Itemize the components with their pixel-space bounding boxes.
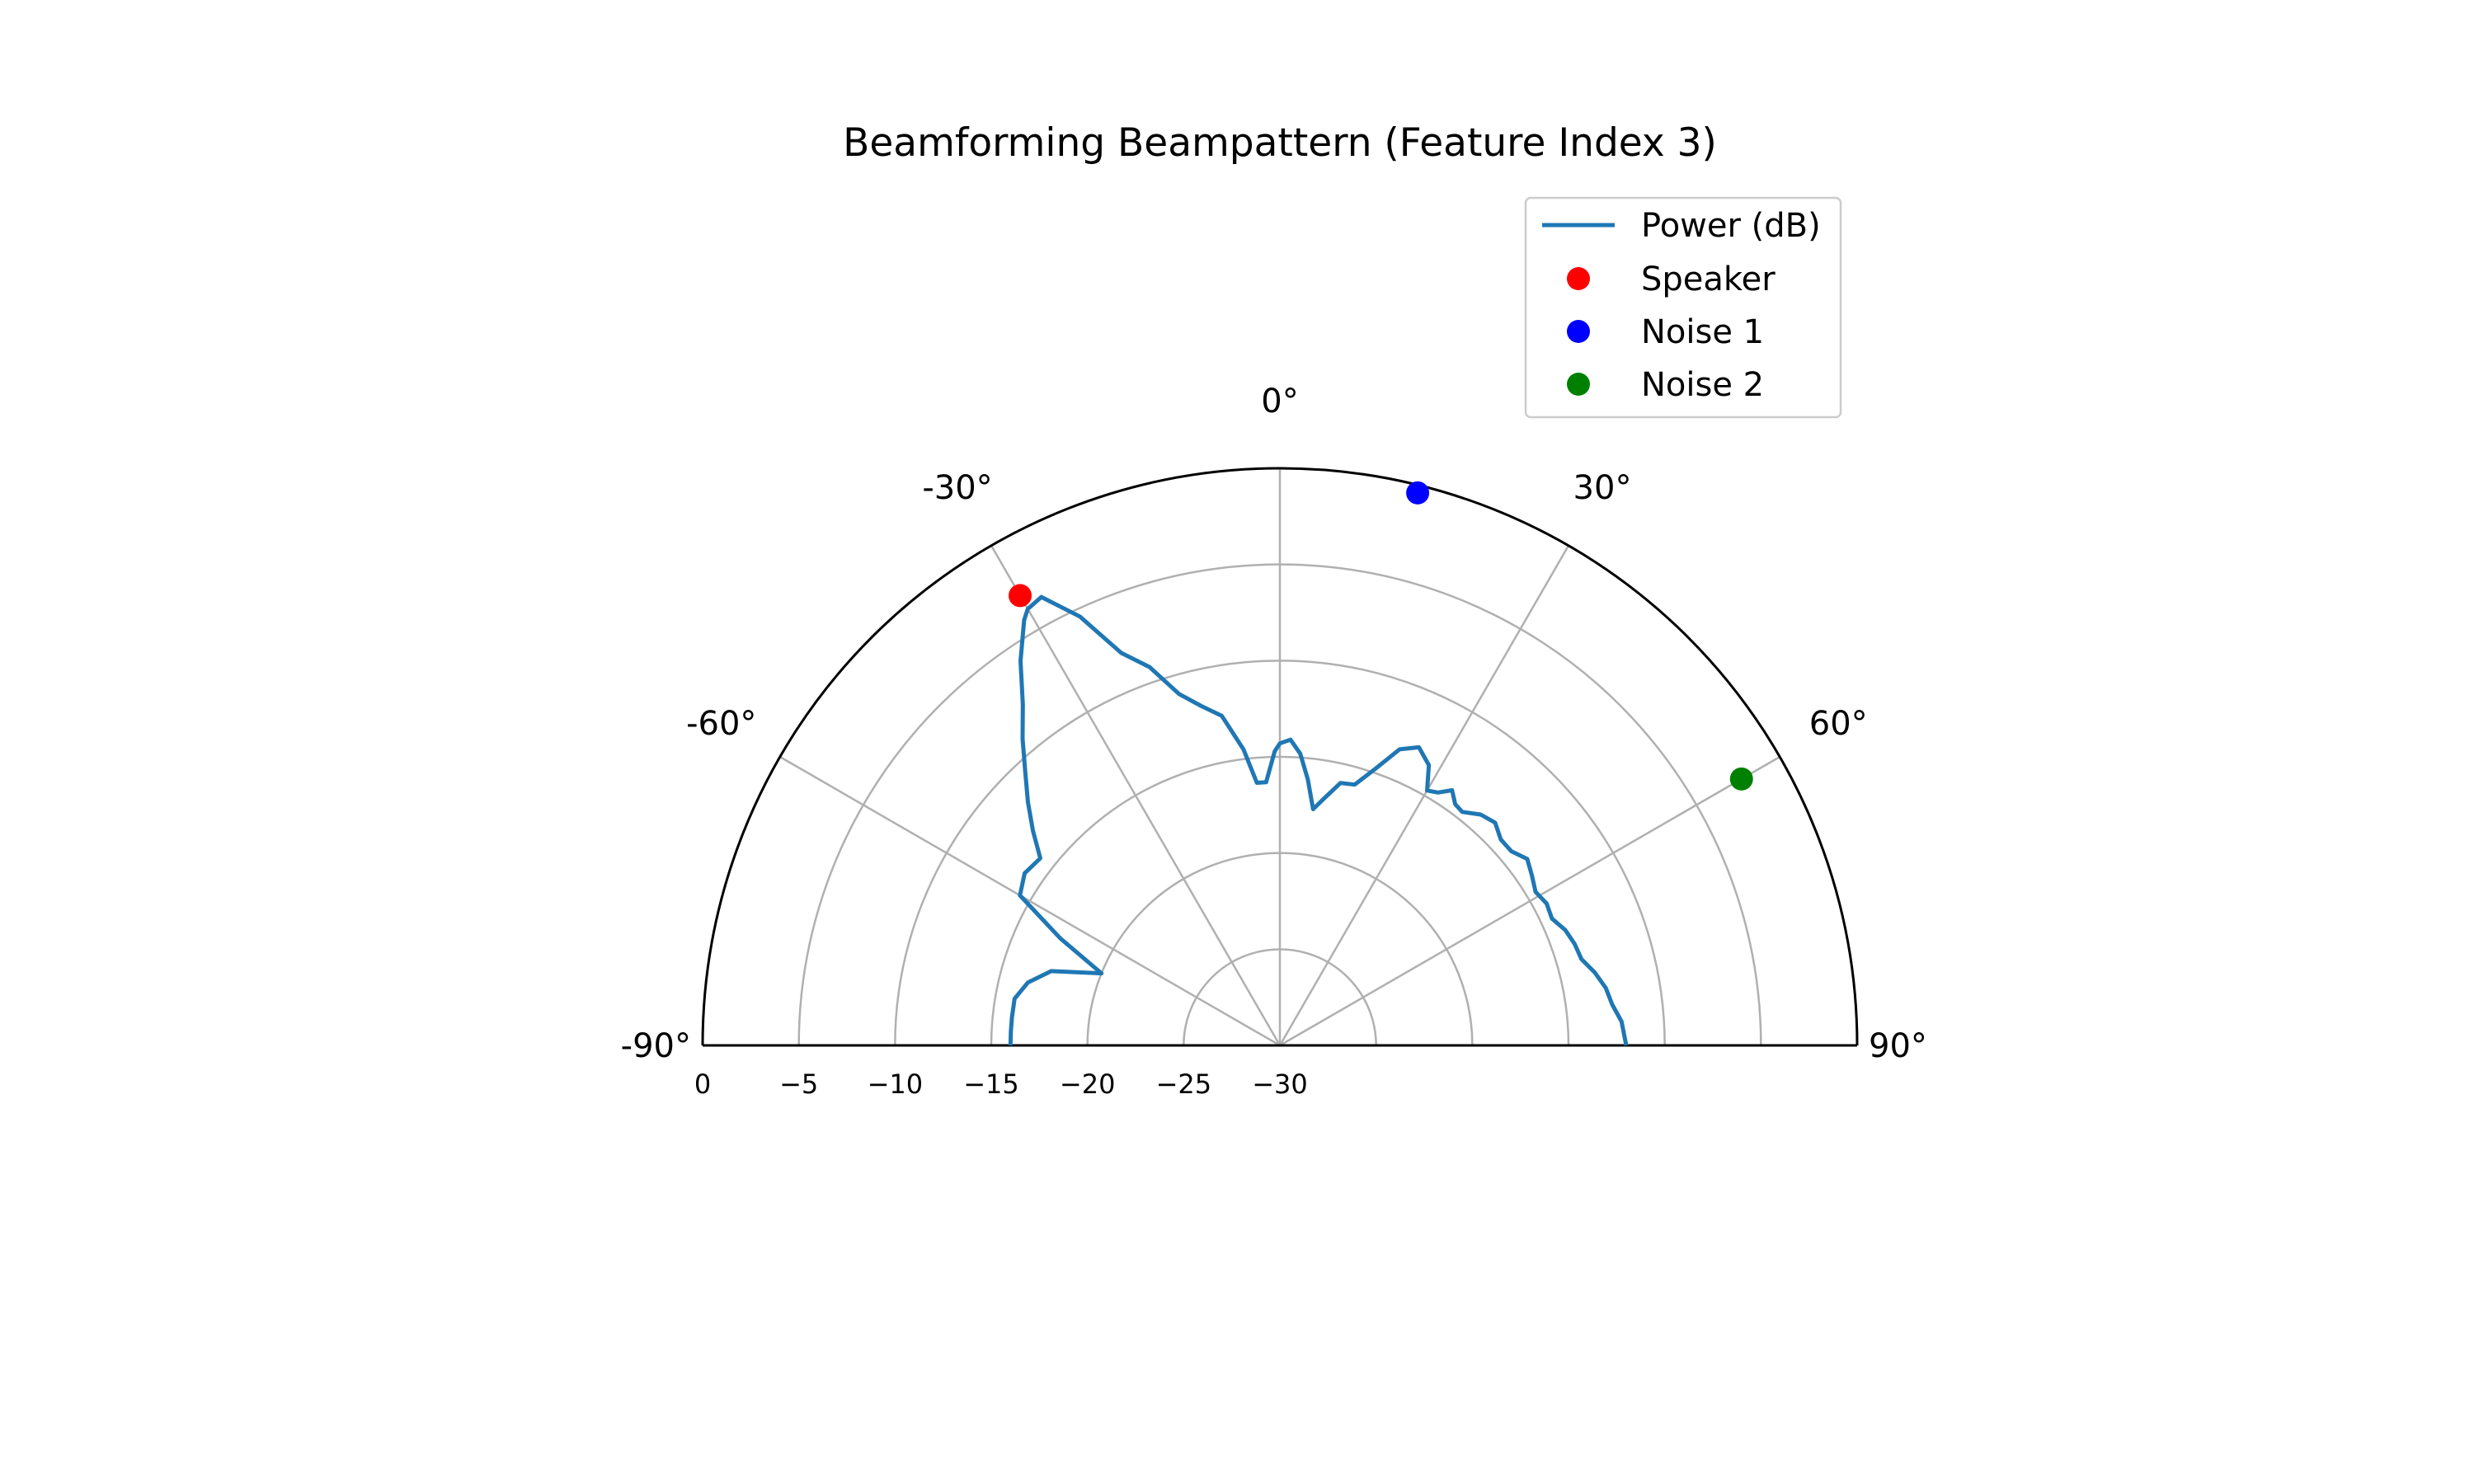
legend-noise-1-swatch — [1567, 320, 1590, 343]
theta-tick-label: 90° — [1869, 1027, 1927, 1065]
power-line — [1008, 594, 1629, 1046]
theta-tick-label: -60° — [686, 705, 756, 743]
theta-tick-labels: -90° -60° -30° 0° 30° 60° 90° — [621, 383, 1927, 1065]
r-tick-label: 0 — [694, 1068, 711, 1100]
legend-label-speaker: Speaker — [1641, 261, 1776, 298]
legend: Power (dB) Speaker Noise 1 Noise 2 — [1524, 196, 1842, 419]
chart-title: Beamforming Beampattern (Feature Index 3… — [843, 120, 1717, 166]
theta-tick-label: -90° — [621, 1027, 691, 1065]
polar-frame-arc — [701, 467, 1859, 1046]
theta-grid-line-4 — [1278, 545, 1570, 1046]
legend-label-noise-2: Noise 2 — [1641, 366, 1764, 404]
polar-plot-area: -90° -60° -30° 0° 30° 60° 90° 0 −5 −10 −15 −20 −25 −… — [621, 383, 1927, 1100]
r-tick-label: −10 — [868, 1068, 924, 1100]
legend-noise-2-swatch — [1567, 373, 1590, 396]
angular-grid — [779, 468, 1780, 1047]
source-markers — [1009, 481, 1753, 791]
legend-label-noise-1: Noise 1 — [1641, 313, 1764, 351]
noise-1-marker — [1406, 481, 1430, 505]
theta-grid-line-1 — [779, 755, 1281, 1047]
theta-tick-label: 0° — [1261, 383, 1298, 420]
theta-grid-line-2 — [990, 545, 1282, 1046]
legend-frame — [1524, 196, 1842, 419]
r-tick-label: −30 — [1252, 1068, 1308, 1100]
theta-grid-line-5 — [1279, 755, 1780, 1047]
r-tick-label: −15 — [963, 1068, 1019, 1100]
theta-tick-label: 60° — [1809, 705, 1868, 743]
legend-speaker-swatch — [1567, 267, 1590, 290]
legend-label-power: Power (dB) — [1641, 207, 1821, 245]
theta-tick-label: 30° — [1573, 469, 1632, 507]
r-tick-label: −5 — [779, 1068, 818, 1100]
r-tick-label: −20 — [1060, 1068, 1116, 1100]
r-tick-labels: 0 −5 −10 −15 −20 −25 −30 — [694, 1068, 1308, 1100]
theta-tick-label: -30° — [922, 469, 992, 507]
noise-2-marker — [1729, 767, 1753, 791]
r-tick-label: −25 — [1156, 1068, 1212, 1100]
speaker-marker — [1009, 584, 1032, 608]
